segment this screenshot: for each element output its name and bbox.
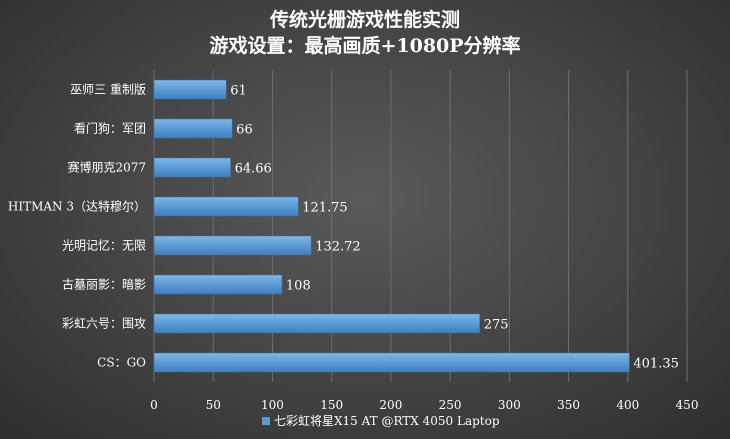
- data-label: 108: [286, 279, 311, 294]
- bar: [153, 157, 231, 178]
- bar: [153, 235, 312, 256]
- legend-swatch: [262, 417, 270, 425]
- x-tick-label: 200: [379, 398, 402, 412]
- bar: [153, 196, 299, 217]
- gridlines: [153, 70, 688, 382]
- data-label: 61: [230, 84, 247, 99]
- x-tick-label: 150: [320, 398, 343, 412]
- x-tick-label: 450: [676, 398, 699, 412]
- data-label: 64.66: [235, 162, 272, 177]
- bar: [153, 79, 227, 100]
- x-axis-ticks: 0 50 100 150 200 250 300 350 400 450: [150, 398, 698, 412]
- bar: [153, 313, 480, 334]
- x-tick-label: 350: [557, 398, 580, 412]
- data-label: 401.35: [633, 357, 679, 372]
- bar: [153, 352, 630, 373]
- labels: 巫师三 重制版 61 看门狗：军团 66 赛博朋克2077 64.66 HITMAN 3（达…: [8, 83, 679, 372]
- category-label: 彩虹六号：围攻: [62, 317, 146, 331]
- bars: [153, 79, 630, 373]
- category-label: 赛博朋克2077: [67, 160, 146, 175]
- x-tick-label: 250: [439, 398, 462, 412]
- category-label: 古墓丽影：暗影: [62, 277, 146, 292]
- x-tick-label: 100: [261, 398, 284, 412]
- legend-label: 七彩虹将星X15 AT @RTX 4050 Laptop: [274, 414, 500, 428]
- x-tick-label: 0: [150, 398, 158, 412]
- category-label: 看门狗：军团: [74, 121, 146, 136]
- category-label: HITMAN 3（达特穆尔）: [8, 199, 146, 214]
- data-label: 132.72: [315, 240, 361, 255]
- x-tick-label: 400: [616, 398, 639, 412]
- data-label: 275: [484, 318, 509, 333]
- chart-title: 传统光栅游戏性能实测: [269, 8, 460, 31]
- x-tick-label: 300: [498, 398, 521, 412]
- data-label: 121.75: [302, 201, 348, 216]
- chart-subtitle: 游戏设置：最高画质+1080P分辨率: [209, 34, 520, 57]
- bar: [153, 118, 233, 139]
- category-label: 巫师三 重制版: [70, 83, 146, 97]
- x-tick-label: 50: [206, 398, 221, 412]
- category-label: 光明记忆：无限: [62, 239, 146, 253]
- data-label: 66: [236, 123, 253, 138]
- legend: 七彩虹将星X15 AT @RTX 4050 Laptop: [262, 414, 500, 428]
- category-label: CS：GO: [97, 356, 146, 370]
- bar: [153, 274, 283, 295]
